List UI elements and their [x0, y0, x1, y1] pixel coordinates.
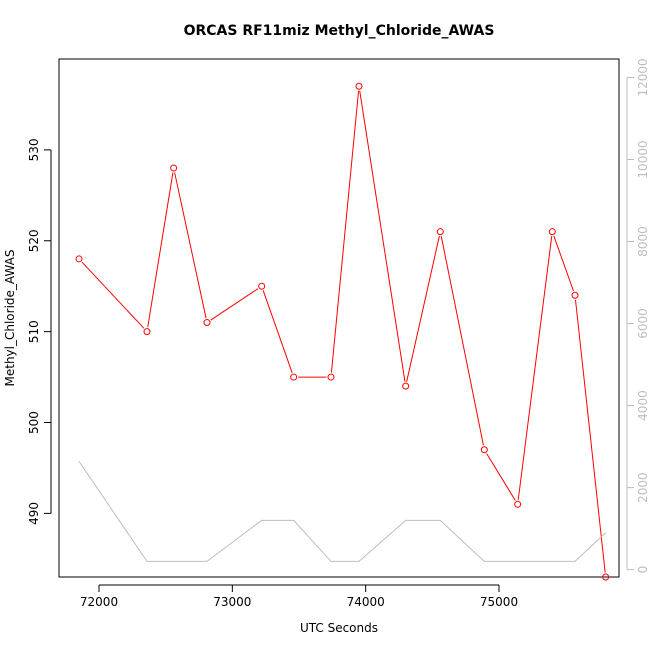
- x-axis-label: UTC Seconds: [300, 621, 378, 635]
- left-tick-label: 520: [27, 229, 41, 252]
- data-point: [258, 282, 266, 290]
- x-tick-label: 75000: [480, 595, 518, 609]
- data-point: [571, 291, 579, 299]
- y-axis-label: Methyl_Chloride_AWAS: [3, 250, 17, 387]
- left-axis: 490 500 510 520 530: [27, 138, 52, 525]
- right-tick-label: 8000: [636, 226, 650, 257]
- x-tick-label: 73000: [213, 595, 251, 609]
- left-tick-label: 500: [27, 411, 41, 434]
- right-axis: 0 2000 4000 6000 8000 10000 12000: [626, 58, 650, 574]
- data-point: [203, 319, 211, 327]
- series-segment: [486, 453, 516, 501]
- series-segment: [81, 261, 145, 329]
- data-point: [75, 255, 83, 263]
- x-axis: 72000 73000 74000 75000: [80, 584, 518, 609]
- right-tick-label: 4000: [636, 390, 650, 421]
- data-point: [436, 228, 444, 236]
- data-point: [548, 228, 556, 236]
- right-tick-label: 2000: [636, 472, 650, 503]
- data-point: [402, 382, 410, 390]
- x-tick-label: 74000: [347, 595, 385, 609]
- left-tick-label: 510: [27, 320, 41, 343]
- data-point: [327, 373, 335, 381]
- right-tick-label: 0: [636, 566, 650, 574]
- series-segment: [262, 290, 293, 373]
- data-point: [480, 446, 488, 454]
- series-segment: [440, 235, 484, 446]
- data-point: [602, 573, 610, 581]
- left-tick-label: 530: [27, 138, 41, 161]
- right-tick-label: 12000: [636, 58, 650, 96]
- data-point: [143, 328, 151, 336]
- right-tick-label: 6000: [636, 308, 650, 339]
- data-point: [355, 82, 363, 90]
- x-tick-label: 72000: [80, 595, 118, 609]
- data-point: [170, 164, 178, 172]
- series-segment: [330, 90, 360, 373]
- plot-frame: [58, 58, 620, 578]
- series-layer: [75, 82, 610, 581]
- series-segment: [210, 288, 259, 321]
- series-line: [78, 461, 607, 562]
- right-tick-label: 10000: [636, 140, 650, 178]
- chart-title: ORCAS RF11miz Methyl_Chloride_AWAS: [184, 23, 495, 39]
- series-segment: [574, 299, 606, 573]
- series-segment: [359, 90, 406, 382]
- left-tick-label: 490: [27, 502, 41, 525]
- data-point: [514, 500, 522, 508]
- data-point: [290, 373, 298, 381]
- series-segment: [406, 235, 440, 382]
- series-segment: [147, 172, 174, 328]
- series-segment: [174, 172, 207, 319]
- series-segment: [553, 235, 574, 292]
- series-segment: [517, 236, 553, 500]
